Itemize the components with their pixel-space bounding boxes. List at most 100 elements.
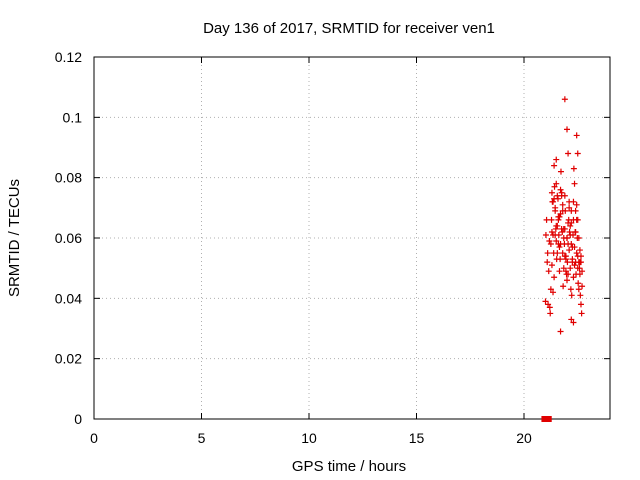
data-point bbox=[570, 165, 577, 172]
data-point bbox=[570, 274, 577, 281]
y-tick-label: 0.04 bbox=[55, 290, 82, 306]
data-point bbox=[553, 180, 560, 187]
data-point bbox=[570, 319, 577, 326]
data-point bbox=[550, 198, 557, 205]
data-point bbox=[544, 250, 551, 257]
data-point bbox=[568, 207, 575, 214]
data-point bbox=[568, 292, 575, 299]
data-point bbox=[559, 201, 566, 208]
data-point bbox=[568, 316, 575, 323]
data-point bbox=[561, 253, 568, 260]
chart-title: Day 136 of 2017, SRMTID for receiver ven… bbox=[203, 20, 495, 37]
y-tick-label: 0.06 bbox=[55, 230, 82, 246]
data-point bbox=[577, 292, 584, 299]
data-point bbox=[561, 96, 568, 103]
data-point bbox=[560, 265, 567, 272]
data-point bbox=[553, 238, 560, 245]
data-point bbox=[573, 132, 580, 139]
data-point bbox=[551, 195, 558, 202]
data-point bbox=[575, 280, 582, 287]
data-point bbox=[576, 265, 583, 272]
y-tick-label: 0.1 bbox=[63, 109, 83, 125]
data-point bbox=[548, 189, 555, 196]
ticks bbox=[93, 56, 610, 420]
data-point bbox=[564, 277, 570, 284]
data-points bbox=[541, 96, 586, 422]
data-point bbox=[542, 231, 549, 238]
data-point bbox=[572, 228, 579, 235]
y-tick-label: 0.12 bbox=[55, 49, 82, 65]
data-point bbox=[548, 228, 555, 235]
data-point bbox=[559, 250, 566, 257]
data-point bbox=[559, 228, 566, 235]
data-point bbox=[552, 231, 559, 238]
data-point bbox=[576, 271, 583, 278]
data-point bbox=[575, 286, 582, 293]
data-point bbox=[576, 247, 583, 254]
x-tick-label: 10 bbox=[301, 430, 317, 446]
x-tick-label: 0 bbox=[90, 430, 98, 446]
data-point bbox=[562, 256, 569, 263]
data-point bbox=[554, 250, 561, 257]
data-point bbox=[567, 231, 574, 238]
data-point bbox=[571, 180, 578, 187]
data-point bbox=[573, 201, 580, 208]
data-point bbox=[573, 250, 580, 257]
data-point bbox=[571, 262, 578, 269]
grid bbox=[94, 57, 610, 419]
x-axis-label: GPS time / hours bbox=[292, 458, 406, 475]
data-point bbox=[547, 310, 554, 317]
data-point bbox=[556, 213, 563, 220]
data-point bbox=[568, 241, 575, 248]
data-point bbox=[575, 235, 582, 241]
data-point bbox=[560, 283, 567, 290]
data-point bbox=[577, 253, 584, 260]
data-point bbox=[553, 222, 560, 229]
data-point bbox=[576, 259, 583, 266]
data-point bbox=[566, 247, 573, 254]
data-point bbox=[567, 286, 574, 293]
x-tick-label: 15 bbox=[409, 430, 425, 446]
data-point bbox=[559, 207, 566, 214]
data-point bbox=[556, 244, 563, 251]
tick-labels: 0 5 10 15 20 0 0.02 0.04 0.06 0.08 0.1 0.12 bbox=[55, 49, 532, 446]
data-point bbox=[550, 289, 557, 296]
data-point bbox=[566, 204, 573, 211]
data-point bbox=[551, 183, 558, 190]
data-point bbox=[566, 228, 573, 235]
data-point bbox=[579, 283, 586, 290]
data-point bbox=[557, 186, 564, 193]
data-point bbox=[547, 241, 554, 248]
data-point bbox=[545, 268, 552, 275]
data-point bbox=[560, 225, 567, 232]
data-point bbox=[546, 304, 553, 311]
data-point bbox=[558, 192, 565, 199]
data-point bbox=[579, 268, 586, 275]
data-point-zero bbox=[545, 416, 552, 422]
data-point-zero bbox=[541, 416, 548, 422]
data-point bbox=[557, 256, 564, 263]
data-point bbox=[569, 256, 576, 263]
data-point bbox=[551, 274, 558, 281]
data-point bbox=[565, 150, 572, 157]
data-point bbox=[555, 241, 562, 248]
y-axis-label: SRMTID / TECUs bbox=[6, 179, 23, 297]
data-point bbox=[551, 162, 558, 169]
x-tick-label: 20 bbox=[516, 430, 532, 446]
data-point bbox=[577, 301, 584, 308]
data-point bbox=[546, 238, 553, 245]
data-point bbox=[573, 216, 580, 223]
data-point bbox=[565, 271, 572, 278]
data-point bbox=[544, 259, 551, 266]
data-point bbox=[557, 168, 564, 175]
x-tick-label: 5 bbox=[198, 430, 206, 446]
data-point bbox=[553, 156, 560, 163]
data-point bbox=[557, 328, 564, 335]
data-point bbox=[548, 262, 555, 269]
data-point bbox=[567, 222, 574, 229]
y-tick-label: 0 bbox=[74, 411, 82, 427]
y-tick-label: 0.02 bbox=[55, 351, 82, 367]
data-point bbox=[545, 301, 552, 308]
